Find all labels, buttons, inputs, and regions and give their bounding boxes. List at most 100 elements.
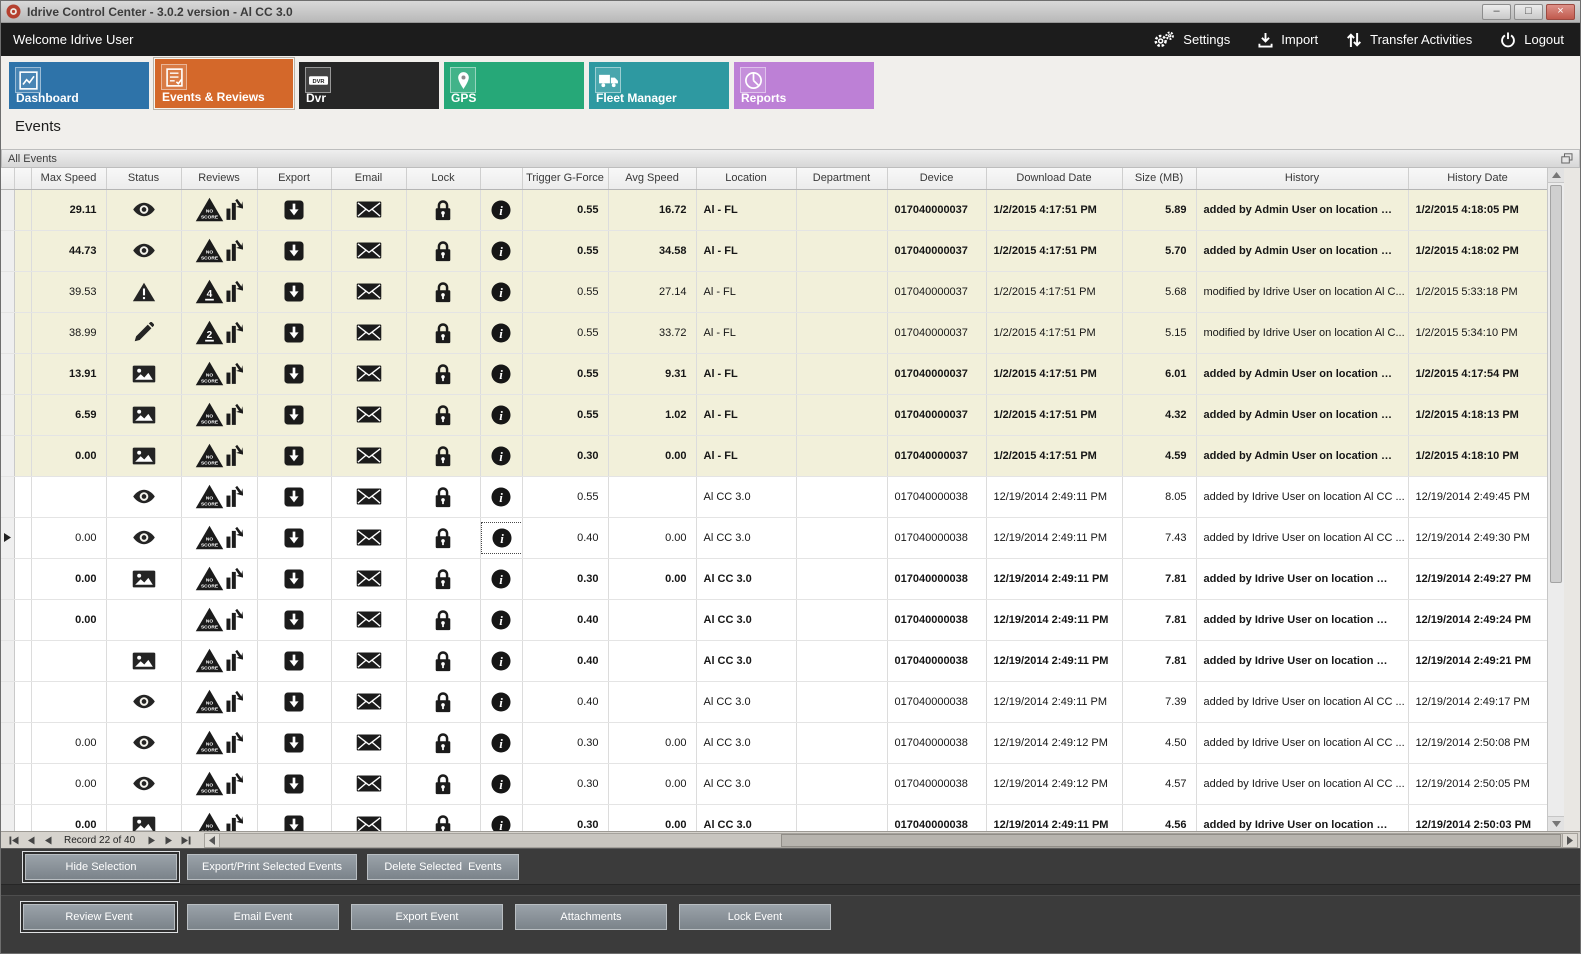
info-cell[interactable]: i [480,517,523,559]
lock-icon[interactable] [434,404,452,426]
email-icon[interactable] [356,283,382,300]
email-cell[interactable] [331,558,407,600]
lock-icon[interactable] [434,445,452,467]
email-icon[interactable] [356,775,382,792]
email-event-button[interactable]: Email Event [187,904,339,930]
export-cell[interactable] [257,558,332,600]
export-icon[interactable] [284,773,304,794]
scroll-left-icon[interactable] [205,833,221,847]
column-header[interactable]: Email [331,168,407,190]
email-cell[interactable] [331,517,407,559]
nav-first-button[interactable] [5,833,22,848]
lock-icon[interactable] [434,732,452,754]
review-chart-icon[interactable] [226,608,243,631]
column-header[interactable]: Status [106,168,182,190]
export-cell[interactable] [257,189,332,231]
review-chart-icon[interactable] [226,526,243,549]
info-cell[interactable]: i [480,435,523,477]
export-icon[interactable] [284,322,304,343]
lock-cell[interactable] [406,804,481,831]
export-cell[interactable] [257,681,332,723]
lock-icon[interactable] [434,199,452,221]
email-icon[interactable] [356,488,382,505]
delete-selected-events-button[interactable]: Delete Selected Events [367,853,520,880]
email-cell[interactable] [331,640,407,682]
email-icon[interactable] [356,406,382,423]
hide-selection-button[interactable]: Hide Selection [25,853,177,880]
logout-button[interactable]: Logout [1500,31,1564,48]
column-header[interactable]: History [1196,168,1409,190]
email-icon[interactable] [356,734,382,751]
email-icon[interactable] [356,447,382,464]
info-cell[interactable]: i [480,230,523,272]
lock-icon[interactable] [434,650,452,672]
info-icon[interactable]: i [491,732,511,753]
column-header[interactable]: Reviews [181,168,258,190]
score-triangle-icon[interactable]: 4 [195,279,224,304]
lock-cell[interactable] [406,681,481,723]
review-chart-icon[interactable] [226,485,243,508]
info-cell[interactable]: i [480,271,523,313]
tab-dvr[interactable]: DVR Dvr [299,62,439,109]
score-triangle-icon[interactable]: 2 [195,320,224,345]
lock-icon[interactable] [434,773,452,795]
row-indicator[interactable] [1,435,15,477]
email-icon[interactable] [356,693,382,710]
info-cell[interactable]: i [480,640,523,682]
info-cell[interactable]: i [480,189,523,231]
horizontal-scrollbar[interactable] [204,832,1578,848]
info-icon[interactable]: i [491,281,511,302]
export-cell[interactable] [257,435,332,477]
info-cell[interactable]: i [480,394,523,436]
lock-cell[interactable] [406,558,481,600]
export-cell[interactable] [257,230,332,272]
row-indicator[interactable] [1,394,15,436]
row-indicator[interactable] [1,763,15,805]
row-indicator[interactable] [1,189,15,231]
export-cell[interactable] [257,517,332,559]
info-icon[interactable]: i [491,527,512,548]
import-button[interactable]: Import [1258,32,1318,48]
row-indicator[interactable] [1,271,15,313]
nav-prev-button[interactable] [39,833,56,848]
float-panel-icon[interactable] [1561,153,1573,164]
lock-cell[interactable] [406,517,481,559]
lock-cell[interactable] [406,394,481,436]
column-header[interactable]: Location [696,168,797,190]
export-icon[interactable] [284,486,304,507]
export-icon[interactable] [284,814,304,831]
export-cell[interactable] [257,312,332,354]
row-indicator[interactable] [1,230,15,272]
review-chart-icon[interactable] [226,198,243,221]
email-cell[interactable] [331,435,407,477]
lock-cell[interactable] [406,640,481,682]
column-header[interactable]: Lock [406,168,481,190]
review-chart-icon[interactable] [226,813,243,831]
email-icon[interactable] [356,529,382,546]
review-chart-icon[interactable] [226,649,243,672]
info-cell[interactable]: i [480,558,523,600]
email-cell[interactable] [331,312,407,354]
info-icon[interactable]: i [491,322,511,343]
lock-cell[interactable] [406,722,481,764]
row-indicator[interactable] [1,558,15,600]
